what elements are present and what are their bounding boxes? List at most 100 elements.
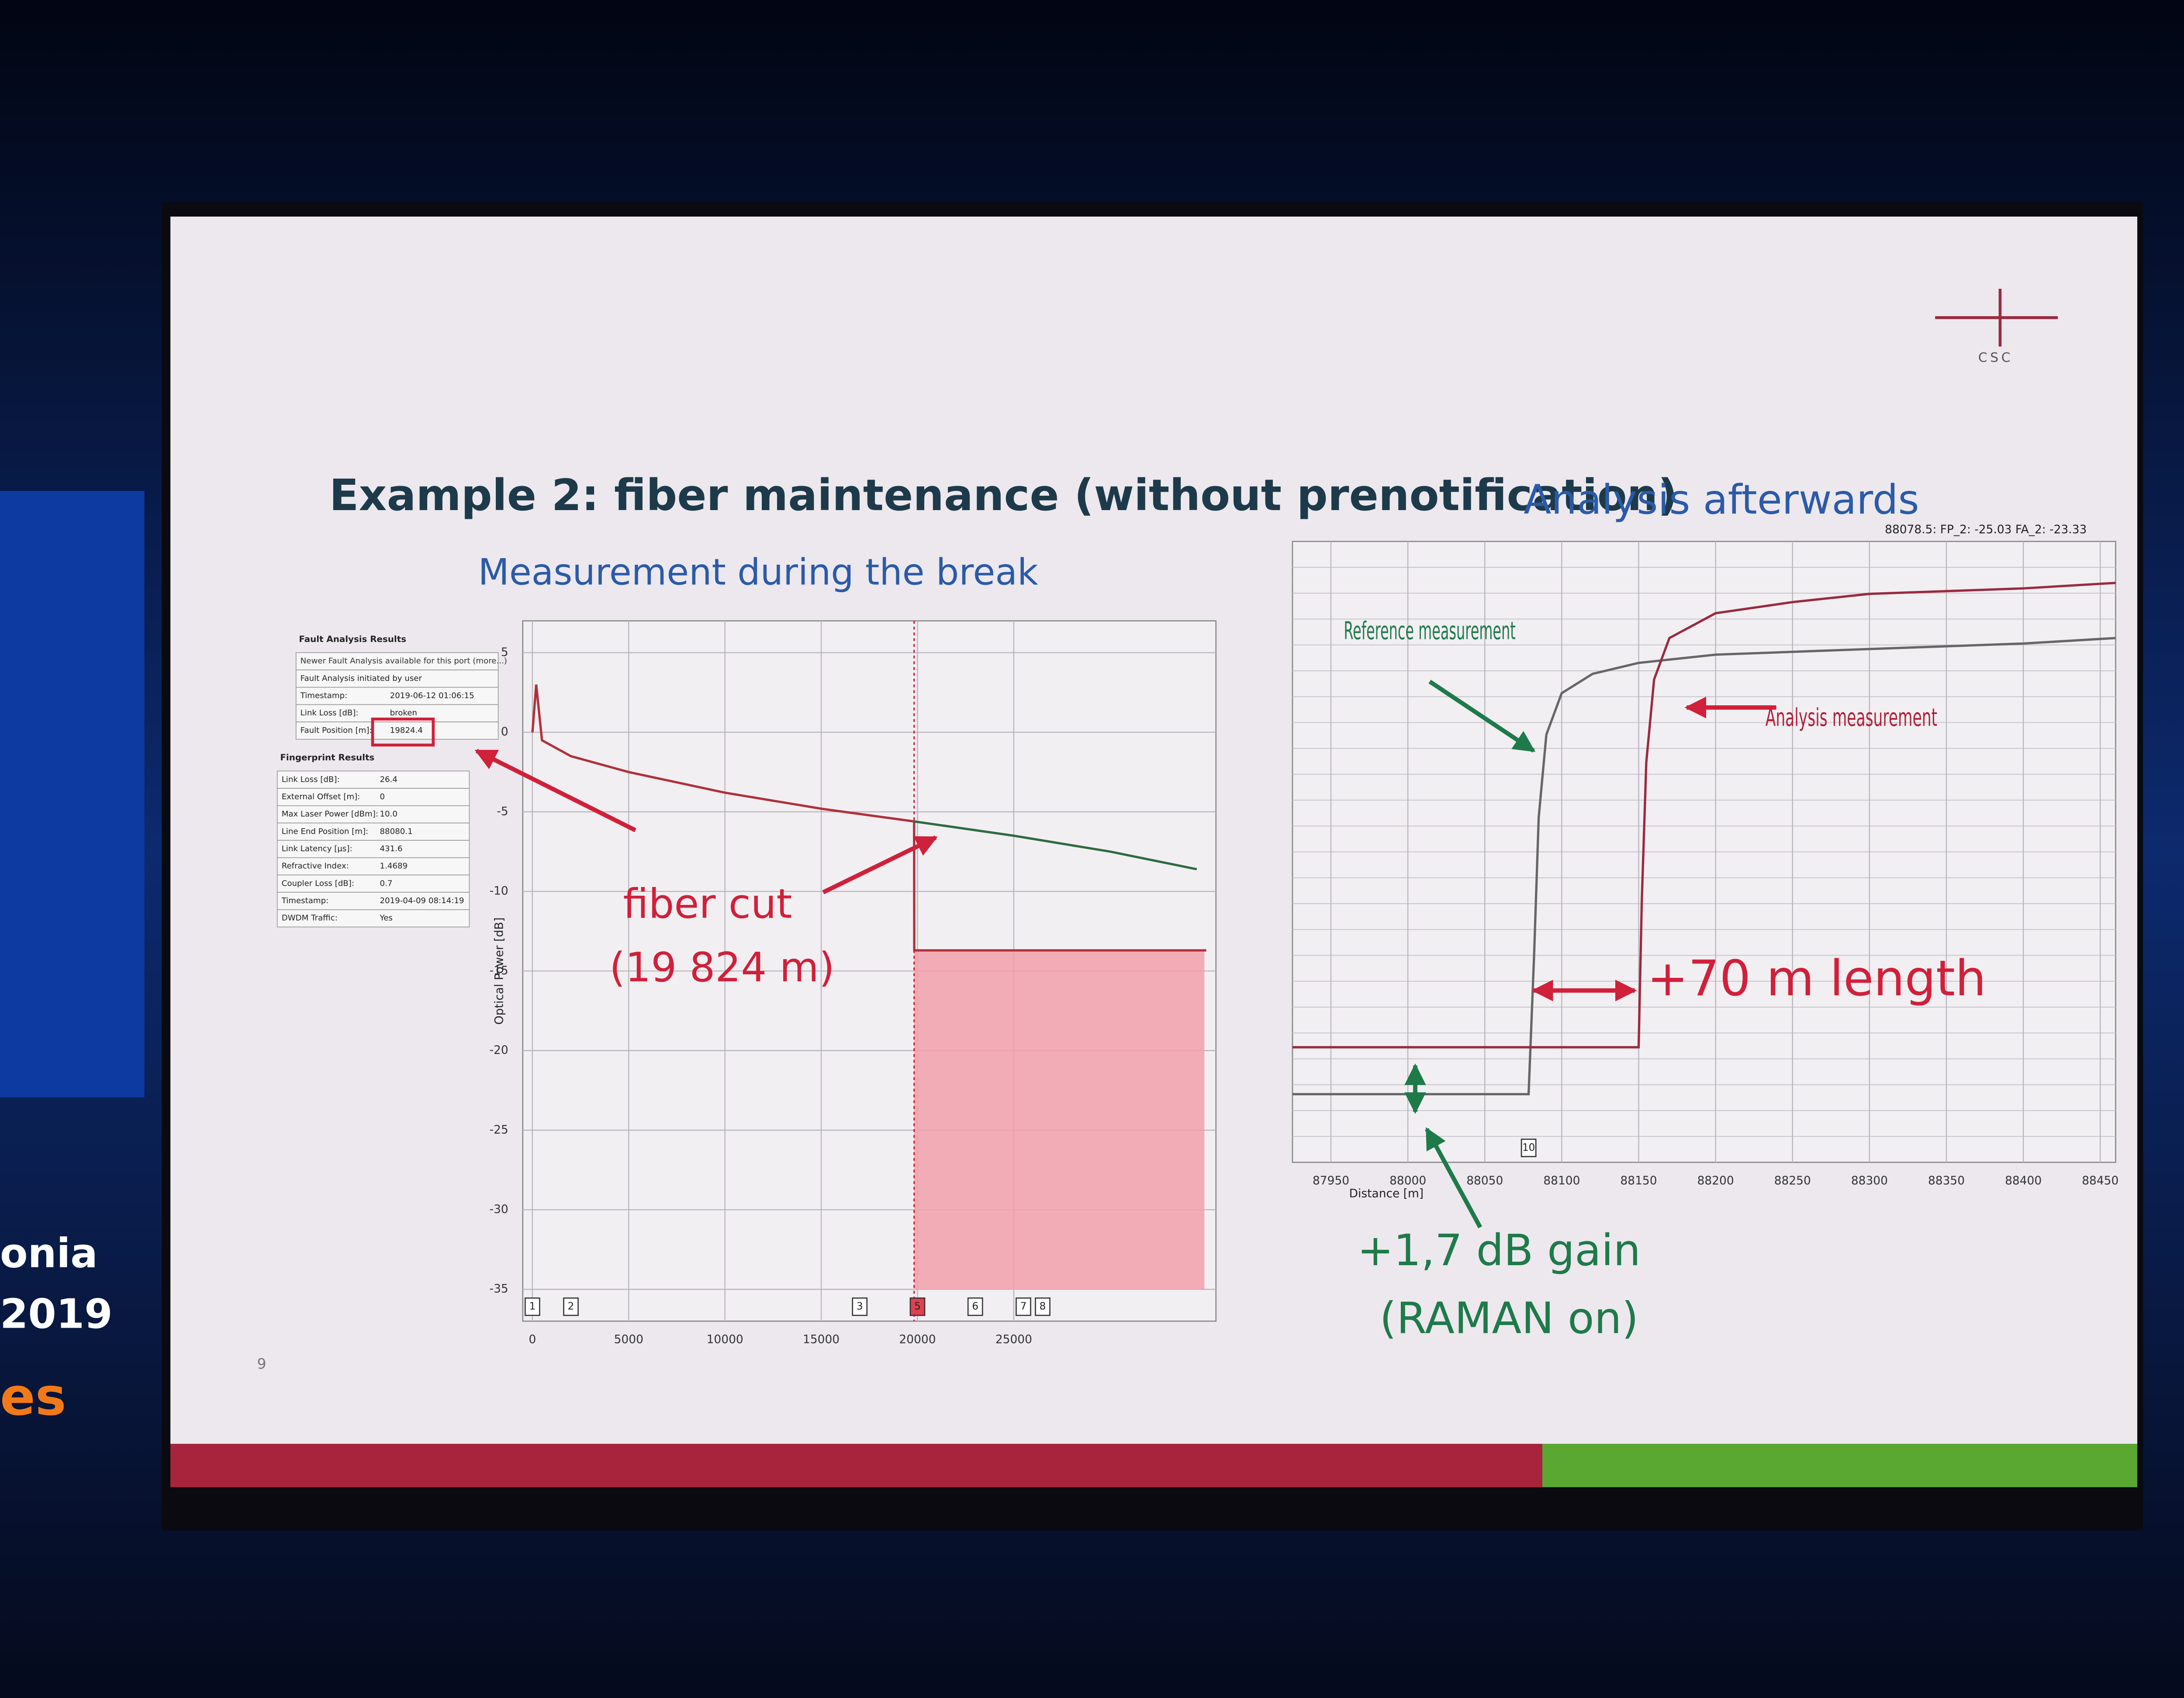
y-tick-label: 5 <box>501 645 508 659</box>
x-tick-label: 0 <box>529 1333 536 1346</box>
table-row <box>276 788 470 806</box>
slide-title: Example 2: fiber maintenance (without pr… <box>329 470 1678 521</box>
y-tick-label: -30 <box>490 1203 508 1216</box>
noise-floor <box>914 950 1205 1290</box>
table-cell: broken <box>390 708 417 718</box>
event-marker <box>563 1297 579 1316</box>
annotation: (19 824 m) <box>609 944 835 991</box>
y-tick-label: -35 <box>490 1282 508 1296</box>
annotation: (RAMAN on) <box>1380 1293 1639 1343</box>
data-line <box>531 684 1206 952</box>
event-label: 10 <box>1522 1142 1535 1153</box>
y-tick-label: -15 <box>490 964 508 977</box>
table-cell: 2019-04-09 08:14:19 <box>380 896 464 905</box>
event-label: 8 <box>1040 1301 1046 1312</box>
x-tick-label: 87950 <box>1313 1174 1349 1187</box>
table-row <box>276 909 470 928</box>
x-tick-label: 88450 <box>2082 1174 2118 1187</box>
table-cell: Link Loss [dB]: <box>282 775 340 784</box>
x-tick-label: 25000 <box>995 1333 1032 1346</box>
event-marker <box>1521 1139 1537 1157</box>
annotation: +70 m length <box>1647 950 1986 1007</box>
table-cell: Max Laser Power [dBm]: <box>282 810 378 819</box>
event-marker <box>967 1297 983 1316</box>
event-marker <box>525 1297 540 1316</box>
chart-title: Measurement during the break <box>478 551 1038 593</box>
event-marker <box>852 1297 868 1316</box>
table-row <box>276 805 470 824</box>
event-label: 6 <box>972 1301 978 1312</box>
annotation: Analysis measurement <box>1766 704 1937 732</box>
table-cell: Fault Position [m]: <box>301 726 372 735</box>
chart-header: 88078.5: FP_2: -25.03 FA_2: -23.33 <box>1885 523 2087 536</box>
table-title: Fault Analysis Results <box>299 634 406 644</box>
table-cell: 26.4 <box>380 775 397 784</box>
table-row <box>276 770 470 789</box>
table-row <box>276 822 470 841</box>
table-cell: Link Loss [dB]: <box>301 708 359 718</box>
y-tick-label: -10 <box>490 884 508 898</box>
table-row <box>276 857 470 876</box>
arrow <box>822 835 938 894</box>
table-cell: Fault Analysis initiated by user <box>301 674 422 683</box>
x-tick-label: 88000 <box>1389 1174 1426 1187</box>
event-label: 7 <box>1020 1301 1027 1312</box>
x-tick-label: 88050 <box>1466 1174 1503 1187</box>
chart-title: Analysis afterwards <box>1524 476 1919 523</box>
event-label: 3 <box>857 1301 863 1312</box>
x-tick-label: 88350 <box>1928 1174 1965 1187</box>
event-label: 1 <box>529 1301 536 1312</box>
backdrop-text: onia <box>0 1230 98 1277</box>
backdrop-text: es <box>0 1367 66 1428</box>
page-number: 9 <box>257 1355 266 1372</box>
data-line <box>1292 637 2116 1096</box>
x-tick-label: 88400 <box>2005 1174 2042 1187</box>
table-cell: 2019-06-12 01:06:15 <box>390 691 474 701</box>
x-tick-label: 10000 <box>707 1333 743 1346</box>
x-tick-label: 15000 <box>803 1333 840 1346</box>
x-tick-label: 5000 <box>614 1333 643 1346</box>
x-axis-label: Distance [m] <box>1349 1187 1424 1201</box>
data-line <box>914 820 1197 870</box>
table-cell: 0.7 <box>380 879 393 888</box>
table-cell: 431.6 <box>380 844 403 853</box>
table-cell: Yes <box>380 914 393 923</box>
x-tick-label: 88300 <box>1851 1174 1888 1187</box>
annotation: Reference measurement <box>1344 617 1515 645</box>
side-screen <box>0 491 145 1097</box>
y-tick-label: -5 <box>497 804 508 818</box>
table-cell: 19824.4 <box>390 726 423 735</box>
slide-bar-red <box>170 1444 1542 1487</box>
table-row <box>276 840 470 858</box>
x-tick-label: 20000 <box>899 1333 936 1346</box>
slide-bar-green <box>1542 1444 2138 1487</box>
tables: Fault Analysis Results Newer Fault Analys… <box>276 634 507 928</box>
table-row <box>295 652 499 670</box>
backdrop-text: 2019 <box>0 1291 113 1338</box>
table-cell: Refractive Index: <box>282 862 349 871</box>
table-title: Fingerprint Results <box>280 752 374 763</box>
event-marker <box>909 1297 926 1316</box>
table-row <box>295 721 499 740</box>
highlight-box <box>371 718 435 747</box>
event-marker <box>1035 1297 1051 1316</box>
y-tick-label: 0 <box>501 725 508 739</box>
charts: 0 5000 10000 15000 20000 25000 5 0 -5 -10 -15 -20 -2… <box>478 476 2119 1346</box>
table-cell: Line End Position [m]: <box>282 827 369 836</box>
logo: CSC <box>1978 350 2013 365</box>
arrow <box>1425 1127 1482 1229</box>
y-tick-label: -20 <box>490 1043 508 1057</box>
event-label: 5 <box>914 1301 921 1312</box>
arrow <box>474 749 636 832</box>
logo-mark <box>1935 289 2058 347</box>
x-tick-label: 88150 <box>1620 1174 1657 1187</box>
table-cell: Timestamp: <box>300 691 348 701</box>
x-tick-label: 88100 <box>1543 1174 1580 1187</box>
y-tick-label: -25 <box>490 1123 508 1136</box>
arrow <box>1428 680 1536 753</box>
table-cell: Newer Fault Analysis available for this … <box>301 656 507 666</box>
data-line <box>1292 582 2116 1049</box>
annotation: +1,7 dB gain <box>1357 1225 1641 1276</box>
